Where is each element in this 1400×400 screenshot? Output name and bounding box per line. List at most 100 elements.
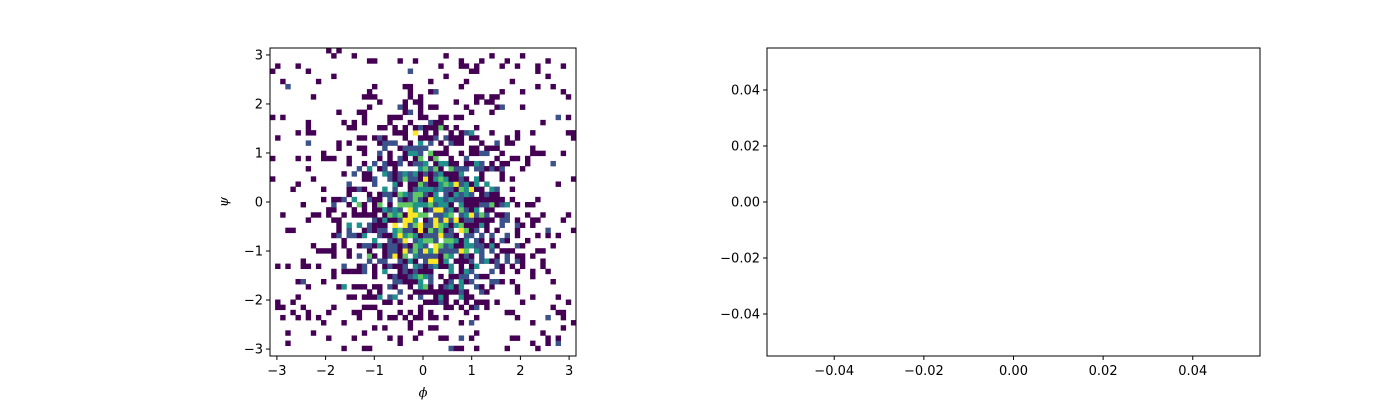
histogram-bin [479, 237, 485, 244]
histogram-bin [428, 314, 434, 321]
histogram-bin [514, 232, 521, 239]
histogram-bin [468, 202, 475, 208]
histogram-bin [458, 166, 465, 172]
histogram-bin [428, 253, 434, 259]
histogram-bin [504, 58, 510, 64]
histogram-bin [412, 258, 419, 264]
histogram-bin [402, 268, 408, 275]
histogram-bin [474, 202, 480, 208]
histogram-bin [285, 83, 291, 90]
histogram-bin [489, 237, 495, 244]
histogram-bin [499, 150, 505, 157]
histogram-bin [570, 176, 577, 182]
histogram-bin [428, 309, 434, 316]
histogram-bin [433, 237, 439, 244]
histogram-bin [433, 289, 439, 295]
histogram-bin [463, 104, 470, 110]
histogram-bin [433, 160, 439, 167]
histogram-bin [336, 217, 342, 223]
histogram-bin [448, 268, 454, 275]
histogram-bin [458, 222, 465, 228]
histogram-bin [448, 304, 454, 311]
histogram-bin [356, 268, 363, 275]
histogram-bin [412, 263, 419, 270]
histogram-bin [407, 279, 414, 285]
histogram-bin [305, 217, 312, 223]
histogram-bin [433, 294, 439, 300]
histogram-bin [423, 284, 429, 290]
histogram-bin [290, 309, 296, 316]
histogram-bin [438, 253, 444, 259]
histogram-bin [428, 279, 434, 285]
x-tick-label: 3 [565, 364, 573, 379]
histogram-bin [346, 253, 352, 259]
histogram-bin [315, 248, 322, 254]
histogram-bin [443, 53, 449, 59]
histogram-bin [448, 289, 454, 295]
histogram-bin [392, 176, 398, 182]
y-tick-label: 0 [255, 196, 263, 211]
histogram-bin [417, 222, 424, 228]
histogram-bin [509, 279, 516, 285]
histogram-bin [550, 304, 556, 311]
histogram-bin [540, 258, 546, 264]
histogram-bin [412, 227, 419, 234]
histogram-bin [519, 53, 526, 59]
histogram-bin [530, 340, 536, 347]
histogram-bin [484, 289, 490, 295]
histogram-bin [453, 114, 459, 121]
histogram-bin [535, 196, 541, 203]
histogram-bin [463, 237, 470, 244]
histogram-bin [438, 335, 444, 341]
histogram-bin [484, 166, 490, 172]
histogram-bin [448, 202, 454, 208]
histogram-bin [397, 243, 403, 249]
histogram-bin [535, 150, 541, 157]
histogram-bin [504, 253, 510, 259]
histogram-bin [499, 248, 505, 254]
histogram-bin [453, 222, 459, 228]
x-tick-label: −0.04 [814, 364, 854, 379]
histogram-bin [484, 145, 490, 151]
histogram-bin [514, 268, 521, 275]
histogram-bin [474, 160, 480, 167]
histogram-bin [387, 232, 393, 239]
histogram-bin [326, 48, 332, 54]
histogram-bin [397, 130, 403, 136]
histogram-bin [372, 135, 378, 141]
histogram-bin [479, 299, 485, 305]
histogram-bin [392, 114, 398, 121]
histogram-bin [366, 294, 373, 300]
histogram-bin [494, 140, 500, 146]
histogram-bin [479, 222, 485, 228]
histogram-bin [346, 248, 352, 254]
histogram-bin [412, 273, 419, 280]
histogram-bin [387, 191, 393, 198]
histogram-bin [397, 299, 403, 305]
histogram-bin [438, 207, 444, 213]
histogram-bin [397, 191, 403, 198]
histogram-bin [428, 191, 434, 198]
histogram-bin [448, 227, 454, 234]
histogram-bin [382, 166, 388, 172]
histogram-bin [525, 237, 531, 244]
histogram-bin [407, 309, 414, 316]
histogram-bin [412, 253, 419, 259]
histogram-bin [458, 268, 465, 275]
histogram-bin [519, 253, 526, 259]
histogram-bin [443, 304, 449, 311]
histogram-bin [417, 232, 424, 239]
histogram-bin [397, 248, 403, 254]
histogram-bin [407, 212, 414, 218]
histogram-bin [463, 186, 470, 193]
histogram-bin [535, 232, 541, 239]
histogram-bin [305, 314, 312, 321]
histogram-bin [489, 53, 495, 59]
histogram-bin [463, 222, 470, 228]
histogram-bin [372, 222, 378, 228]
histogram-bin [448, 248, 454, 254]
histogram-bin [494, 243, 500, 249]
histogram-bin [499, 268, 505, 275]
histogram-bin [387, 335, 393, 341]
histogram-bin [417, 176, 424, 182]
